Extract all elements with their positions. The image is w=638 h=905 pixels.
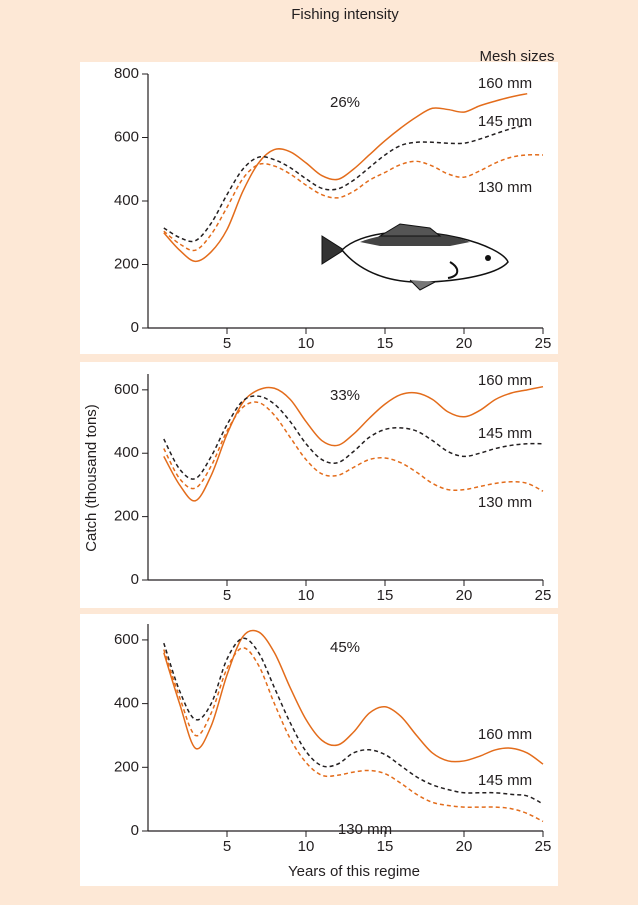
y-axis-label: Catch (thousand tons) [83, 404, 100, 552]
y-tick-label: 600 [114, 631, 139, 648]
series-label: 160 mm [478, 75, 532, 92]
y-tick-label: 0 [131, 571, 139, 588]
series-label: 145 mm [478, 425, 532, 442]
y-tick-label: 200 [114, 758, 139, 775]
x-axis-label: Years of this regime [288, 863, 420, 880]
intensity-annotation: 26% [330, 94, 360, 111]
y-tick-label: 800 [114, 65, 139, 82]
x-tick-label: 20 [456, 838, 473, 855]
series-label: 130 mm [338, 821, 392, 838]
x-tick-label: 15 [377, 838, 394, 855]
y-tick-label: 0 [131, 319, 139, 336]
series-line [163, 124, 528, 243]
series-line [163, 637, 544, 805]
x-tick-label: 20 [456, 587, 473, 604]
x-tick-label: 25 [535, 587, 552, 604]
panel-bg [80, 62, 558, 354]
y-tick-label: 200 [114, 508, 139, 525]
x-tick-label: 15 [377, 587, 394, 604]
x-tick-label: 20 [456, 335, 473, 352]
y-tick-label: 400 [114, 695, 139, 712]
x-tick-label: 15 [377, 335, 394, 352]
y-tick-label: 0 [131, 822, 139, 839]
series-label: 160 mm [478, 726, 532, 743]
series-line [163, 401, 544, 492]
series-line [163, 92, 528, 263]
y-tick-label: 400 [114, 444, 139, 461]
series-line [163, 629, 544, 765]
x-tick-label: 25 [535, 838, 552, 855]
x-tick-label: 10 [298, 335, 315, 352]
mesh-sizes-label: Mesh sizes [479, 48, 554, 65]
panel-bg [80, 614, 558, 886]
x-tick-label: 5 [223, 335, 231, 352]
x-tick-label: 5 [223, 587, 231, 604]
series-line [163, 154, 544, 252]
x-tick-label: 10 [298, 838, 315, 855]
y-tick-label: 600 [114, 128, 139, 145]
fishing-intensity-label: Fishing intensity [291, 6, 399, 23]
y-tick-label: 400 [114, 192, 139, 209]
y-tick-label: 200 [114, 255, 139, 272]
series-label: 145 mm [478, 772, 532, 789]
series-label: 145 mm [478, 113, 532, 130]
series-line [163, 395, 544, 480]
series-label: 130 mm [478, 179, 532, 196]
series-line [163, 385, 544, 502]
intensity-annotation: 33% [330, 387, 360, 404]
series-label: 160 mm [478, 372, 532, 389]
fish [321, 223, 509, 291]
x-tick-label: 25 [535, 335, 552, 352]
intensity-annotation: 45% [330, 639, 360, 656]
x-tick-label: 10 [298, 587, 315, 604]
series-label: 130 mm [478, 494, 532, 511]
panel-bg [80, 362, 558, 608]
y-tick-label: 600 [114, 381, 139, 398]
series-line [163, 647, 544, 823]
x-tick-label: 5 [223, 838, 231, 855]
